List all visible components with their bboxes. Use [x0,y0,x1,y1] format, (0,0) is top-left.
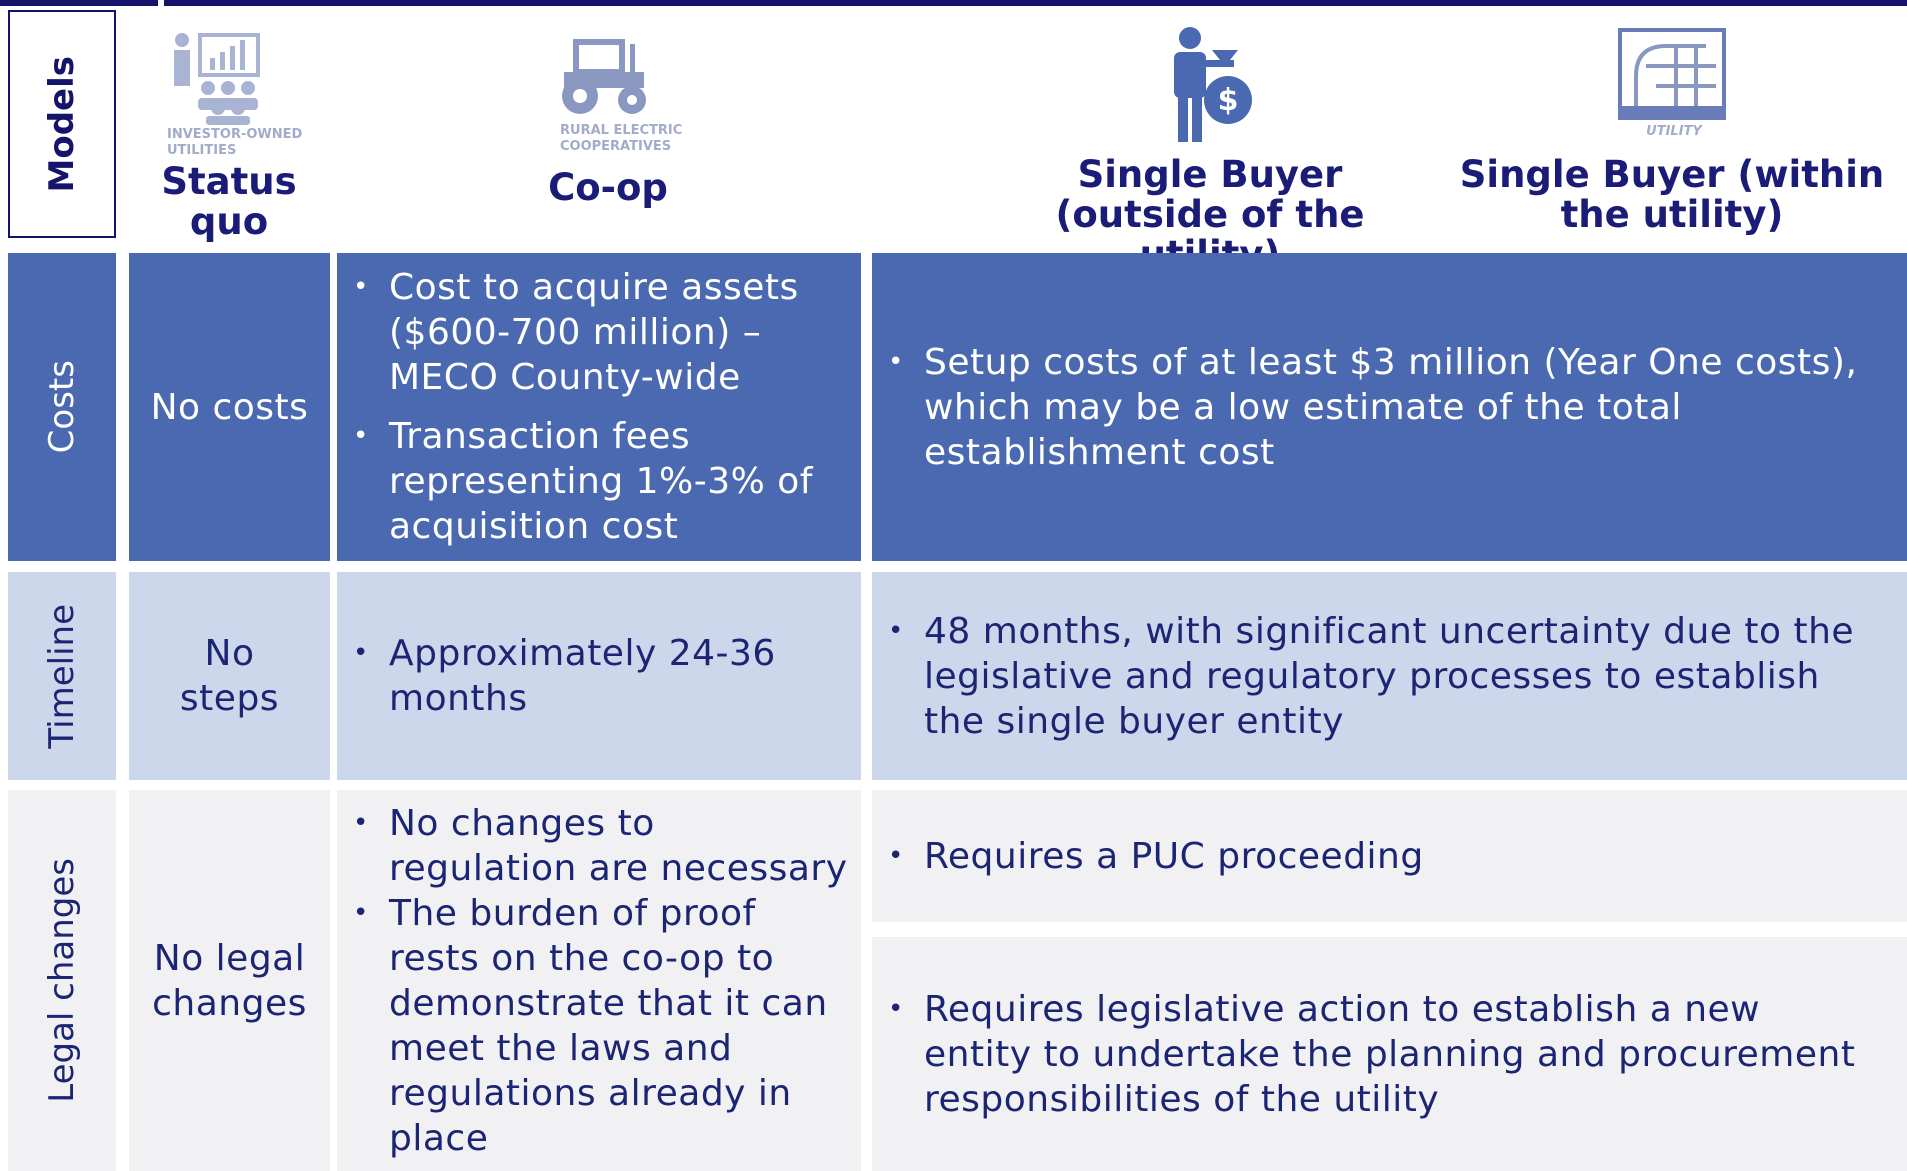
row-label: Timeline [42,603,82,749]
bullet: Requires a PUC proceeding [888,834,1424,879]
column-title: Co-op [548,166,668,209]
status-quo-cell: No steps [129,572,330,780]
bullet-list: Requires legislative action to establish… [872,987,1887,1122]
column-title: Single Buyer (within the utility) [1459,153,1885,236]
status-quo-cell: No legal changes [129,790,330,1171]
row-label: Models [42,55,82,193]
bullet: Requires legislative action to establish… [888,987,1877,1122]
icon-caption: RURAL ELECTRIC COOPERATIVES [560,123,683,154]
single-buyer-cell: Setup costs of at least $3 million (Year… [872,253,1907,561]
co-op-cell: No changes to regulation are necessaryTh… [337,790,861,1171]
bullet-list: Cost to acquire assets ($600-700 million… [337,265,861,549]
single-buyer-cell: Requires a PUC proceeding [872,790,1907,922]
bullet: The burden of proof rests on the co-op t… [353,891,851,1161]
bullet: Setup costs of at least $3 million (Year… [888,340,1877,475]
icon-caption: UTILITY [1646,124,1702,139]
top-bar [164,0,1907,6]
bullet-list: 48 months, with significant uncertainty … [872,609,1887,744]
row-label-box: Timeline [8,572,116,780]
investor-icon [174,33,260,125]
single-buyer-cell: 48 months, with significant uncertainty … [872,572,1907,780]
top-bar [0,0,158,6]
bullet: No changes to regulation are necessary [353,801,851,891]
bullet-list: No changes to regulation are necessaryTh… [337,801,861,1161]
bullet: Transaction fees representing 1%-3% of a… [353,414,851,549]
svg-text:$: $ [1218,83,1239,118]
icon-caption: INVESTOR-OWNED UTILITIES [167,127,303,158]
row-label-box: Costs [8,253,116,561]
co-op-cell: Approximately 24-36 months [337,572,861,780]
bullet-list: Requires a PUC proceeding [872,834,1434,879]
utility-icon [1618,28,1726,120]
buyer-icon: $ [1174,27,1252,142]
row-label-box: Models [8,10,116,238]
co-op-cell: Cost to acquire assets ($600-700 million… [337,253,861,561]
bullet-list: Setup costs of at least $3 million (Year… [872,340,1887,475]
row-label: Costs [42,360,82,454]
row-label-box: Legal changes [8,790,116,1171]
bullet: Cost to acquire assets ($600-700 million… [353,265,851,400]
tractor-icon [562,39,646,114]
bullet: 48 months, with significant uncertainty … [888,609,1877,744]
bullet-list: Approximately 24-36 months [337,631,861,721]
column-title: Status quo [161,160,297,243]
status-quo-cell: No costs [129,253,330,561]
single-buyer-cell: Requires legislative action to establish… [872,937,1907,1171]
row-label: Legal changes [42,858,82,1103]
bullet: Approximately 24-36 months [353,631,851,721]
